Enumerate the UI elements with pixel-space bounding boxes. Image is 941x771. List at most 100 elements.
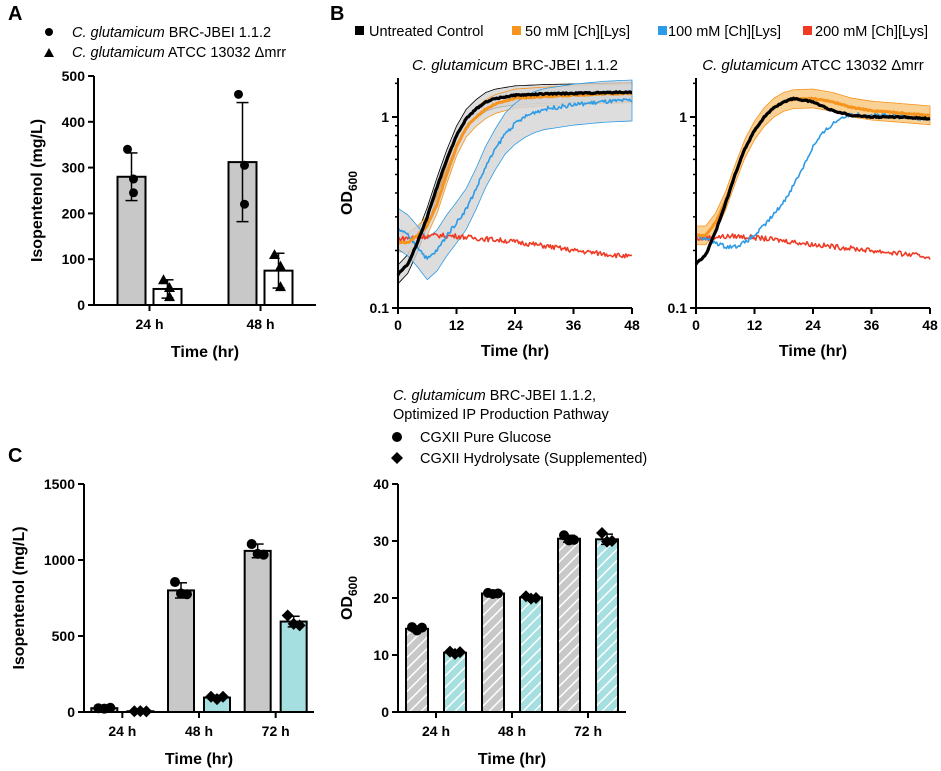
y-tick-label: 200: [62, 205, 86, 221]
x-tick-label: 48 h: [246, 316, 274, 332]
x-tick-label: 72 h: [262, 723, 290, 739]
series-line: [695, 233, 931, 260]
data-point: [417, 622, 427, 633]
y-axis-title-sub: 600: [346, 171, 360, 191]
data-point: [275, 281, 286, 292]
y-axis-title-main: OD: [339, 596, 356, 620]
chart-title-species: C. glutamicum: [412, 57, 508, 74]
bar: [279, 620, 308, 713]
data-point: [596, 527, 608, 540]
data-point: [164, 282, 175, 292]
x-tick-label: 48: [624, 317, 640, 333]
bar: [595, 538, 619, 713]
y-tick-label: 100: [62, 251, 86, 267]
legend-c: C. glutamicum BRC-JBEI 1.1.2, Optimized …: [391, 388, 647, 467]
chart-title: C. glutamicum ATCC 13032 Δmrr: [702, 57, 923, 74]
series-line: [396, 90, 633, 276]
x-axis-title: Time (hr): [478, 751, 546, 768]
legend-a-circle-marker: [45, 28, 53, 36]
legend-a-entry-2-species: C. glutamicum: [72, 45, 165, 61]
bar: [243, 549, 272, 713]
y-tick-label: 0: [67, 704, 75, 720]
bar: [405, 627, 429, 714]
x-tick-label: 24: [805, 317, 821, 333]
y-tick-label: 1: [679, 109, 687, 125]
legend-a-entry-1-strain: BRC-JBEI 1.1.2: [169, 25, 271, 41]
legend-a-entry-1-species: C. glutamicum: [72, 25, 165, 41]
legend-a-entry-2-strain: ATCC 13032 Δmrr: [168, 45, 286, 61]
legend-c-title-line2: Optimized IP Production Pathway: [393, 407, 609, 423]
panel-label-c: C: [8, 445, 22, 467]
data-point: [269, 249, 280, 260]
y-tick-label: 400: [62, 114, 86, 130]
y-tick-label: 10: [373, 647, 389, 663]
legend-c-entry-hydrolysate: CGXII Hydrolysate (Supplemented): [420, 451, 647, 467]
y-tick-label: 40: [373, 476, 389, 492]
chart-title-strain: BRC-JBEI 1.1.2: [508, 57, 618, 74]
legend-a-entry-1: C. glutamicum BRC-JBEI 1.1.2: [72, 25, 271, 41]
x-tick-label: 12: [449, 317, 465, 333]
y-tick-label: 0: [77, 297, 85, 313]
x-tick-label: 12: [747, 317, 763, 333]
legend-c-entry-glucose: CGXII Pure Glucose: [420, 430, 551, 446]
x-tick-label: 24 h: [422, 723, 450, 739]
data-point: [293, 619, 306, 632]
data-point: [217, 690, 229, 703]
panel-label-a: A: [8, 3, 22, 25]
legend-b-swatch-50mm: [512, 26, 521, 35]
legend-b-label-200mm: 200 mM [Ch][Lys]: [815, 24, 928, 40]
data-point: [129, 188, 138, 198]
data-point: [234, 89, 243, 99]
error-band: [397, 79, 633, 281]
legend-c-title-line1: C. glutamicum BRC-JBEI 1.1.2,: [393, 388, 596, 404]
chart-c1: 0 500 1000 1500 24 h 48 h 72 h Time (hr) Isopent…: [11, 476, 314, 768]
series-line: [397, 98, 633, 260]
legend-b: Untreated Control 50 mM [Ch][Lys] 100 mM…: [355, 24, 928, 40]
data-point: [140, 705, 153, 718]
x-tick-label: 48 h: [498, 723, 526, 739]
legend-b-swatch-100mm: [658, 26, 667, 35]
chart-title-strain: ATCC 13032 Δmrr: [798, 57, 924, 74]
x-tick-label: 24 h: [135, 316, 163, 332]
legend-a: C. glutamicum BRC-JBEI 1.1.2 C. glutamic…: [44, 25, 286, 61]
legend-b-label-control: Untreated Control: [369, 24, 483, 40]
y-axis-title-sub: 600: [346, 576, 360, 596]
y-axis-title: OD600: [339, 171, 360, 215]
legend-a-entry-2: C. glutamicum ATCC 13032 Δmrr: [72, 45, 286, 61]
data-point: [258, 549, 269, 560]
x-tick-label: 36: [566, 317, 582, 333]
x-axis-title: Time (hr): [165, 751, 233, 768]
y-tick-label: 1: [381, 109, 389, 125]
legend-b-swatch-control: [355, 26, 364, 35]
legend-b-swatch-200mm: [803, 26, 812, 35]
data-point: [281, 609, 294, 622]
data-point: [105, 702, 116, 713]
chart-a: 0 100 200 300 400 500 24 h 48 h Time (hr) Isopent…: [29, 68, 316, 361]
data-point: [275, 260, 286, 271]
bar: [557, 537, 581, 713]
data-point: [606, 535, 618, 547]
x-tick-label: 24 h: [108, 723, 136, 739]
y-tick-label: 0.1: [370, 300, 390, 316]
y-tick-label: 0: [381, 704, 389, 720]
x-tick-label: 0: [394, 317, 402, 333]
legend-c-circle-marker: [392, 432, 402, 442]
data-point: [246, 539, 257, 550]
y-axis-title: Isopentenol (mg/L): [11, 526, 28, 669]
y-axis-title: Isopentenol (mg/L): [29, 119, 46, 262]
chart-title-species: C. glutamicum: [702, 57, 798, 74]
series-line: [397, 232, 633, 259]
data-point: [240, 160, 249, 170]
bar: [443, 651, 467, 713]
data-point: [170, 577, 180, 588]
y-tick-label: 30: [373, 533, 389, 549]
data-point: [129, 174, 138, 184]
chart-c2: 0 10 20 30 40 24 h 48 h 72 h Time (hr) OD600: [339, 476, 626, 768]
x-axis-title: Time (hr): [171, 344, 239, 361]
panel-label-b: B: [330, 3, 344, 25]
x-tick-label: 72 h: [574, 723, 602, 739]
bar: [519, 596, 543, 713]
data-point: [123, 144, 132, 154]
y-tick-label: 1500: [44, 476, 75, 492]
